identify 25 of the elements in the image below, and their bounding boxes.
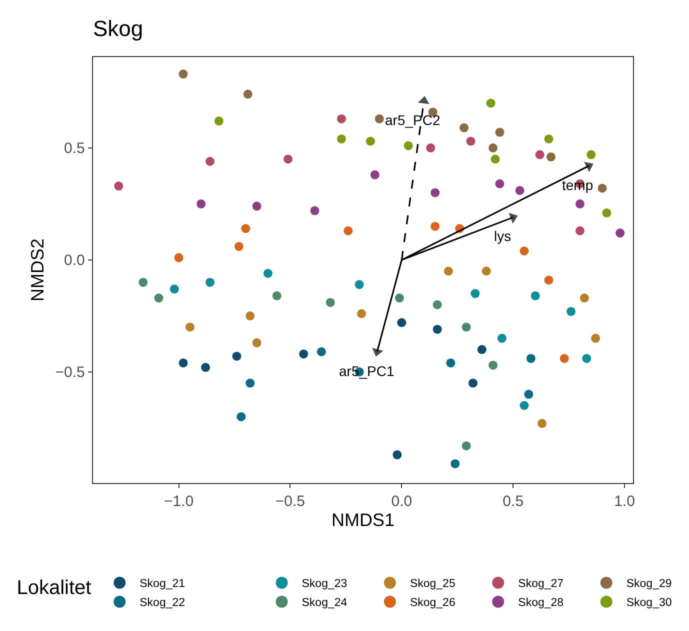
legend-label: Skog_23 [302, 578, 348, 590]
legend-label: Skog_21 [140, 578, 186, 590]
x-tick-label: 0.0 [391, 493, 412, 510]
x-tick-label: 0.5 [502, 493, 524, 510]
legend-label: Skog_27 [518, 578, 564, 590]
legend-label: Skog_26 [410, 597, 456, 610]
legend-label: Skog_22 [140, 597, 186, 610]
series-label: lys [494, 228, 512, 244]
y-tick-label: 0.5 [64, 140, 85, 158]
x-axis-title: NMDS1 [331, 510, 395, 530]
x-tick-label: 1.0 [614, 493, 635, 510]
legend-label: Skog_24 [302, 597, 348, 610]
series-label: temp [562, 177, 594, 193]
chart-title: Skog [93, 16, 144, 42]
y-axis-title: NMDS2 [27, 238, 48, 302]
legend-label: Skog_25 [410, 578, 456, 590]
legend-title: Lokalitet [16, 577, 92, 600]
x-tick-label: −0.5 [275, 493, 306, 510]
legend-label: Skog_28 [518, 597, 564, 610]
legend-label: Skog_29 [626, 578, 672, 590]
series-label: ar5_PC2 [385, 112, 440, 128]
x-tick-label: −1.0 [164, 493, 194, 510]
y-tick-label: 0.0 [64, 252, 85, 270]
y-tick-label: −0.5 [55, 364, 85, 382]
legend-label: Skog_30 [626, 597, 672, 610]
